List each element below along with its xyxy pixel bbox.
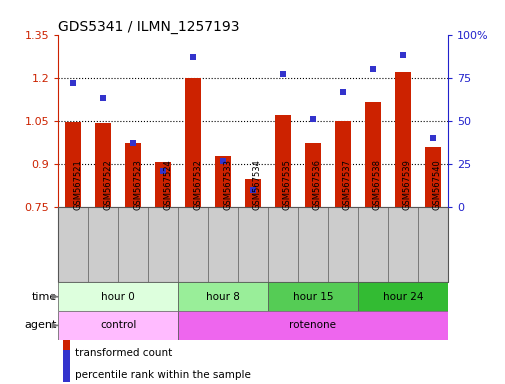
Bar	[387, 207, 417, 282]
Bar	[327, 207, 357, 282]
Bar	[268, 207, 297, 282]
Bar	[357, 207, 387, 282]
Bar	[178, 311, 447, 340]
Bar	[268, 282, 357, 311]
Text: GSM567522: GSM567522	[103, 159, 112, 210]
Bar	[88, 207, 118, 282]
Bar	[63, 350, 70, 382]
Text: GSM567534: GSM567534	[252, 159, 262, 210]
Bar	[58, 282, 178, 311]
Text: GSM567521: GSM567521	[73, 159, 82, 210]
Bar	[297, 207, 327, 282]
Text: time: time	[31, 291, 57, 302]
Text: GSM567533: GSM567533	[223, 159, 232, 210]
Text: hour 15: hour 15	[292, 291, 332, 302]
Bar	[274, 115, 291, 207]
Text: hour 0: hour 0	[101, 291, 135, 302]
Bar	[417, 207, 447, 282]
Text: GSM567524: GSM567524	[163, 159, 172, 210]
Text: hour 24: hour 24	[382, 291, 422, 302]
Bar	[63, 328, 70, 360]
Bar	[184, 78, 201, 207]
Text: transformed count: transformed count	[75, 348, 172, 358]
Text: GSM567538: GSM567538	[372, 159, 381, 210]
Text: rotenone: rotenone	[289, 320, 336, 331]
Bar	[118, 207, 148, 282]
Bar	[424, 147, 440, 207]
Bar	[155, 162, 171, 207]
Bar	[178, 282, 268, 311]
Bar	[244, 179, 261, 207]
Bar	[357, 282, 447, 311]
Bar	[304, 142, 321, 207]
Bar	[237, 207, 268, 282]
Bar	[394, 72, 410, 207]
Text: agent: agent	[24, 320, 57, 331]
Text: GSM567540: GSM567540	[432, 159, 441, 210]
Bar	[95, 123, 111, 207]
Bar	[58, 207, 88, 282]
Bar	[148, 207, 178, 282]
Bar	[125, 142, 141, 207]
Text: GSM567535: GSM567535	[282, 159, 291, 210]
Bar	[178, 207, 208, 282]
Bar	[214, 156, 231, 207]
Text: GSM567523: GSM567523	[133, 159, 142, 210]
Bar	[364, 102, 380, 207]
Text: hour 8: hour 8	[206, 291, 239, 302]
Text: GSM567532: GSM567532	[193, 159, 201, 210]
Bar	[58, 311, 178, 340]
Text: control: control	[100, 320, 136, 331]
Text: percentile rank within the sample: percentile rank within the sample	[75, 370, 250, 380]
Text: GSM567539: GSM567539	[402, 159, 411, 210]
Bar	[334, 121, 350, 207]
Text: GDS5341 / ILMN_1257193: GDS5341 / ILMN_1257193	[58, 20, 239, 33]
Bar	[208, 207, 237, 282]
Text: GSM567537: GSM567537	[342, 159, 351, 210]
Bar	[65, 122, 81, 207]
Text: GSM567536: GSM567536	[312, 159, 321, 210]
